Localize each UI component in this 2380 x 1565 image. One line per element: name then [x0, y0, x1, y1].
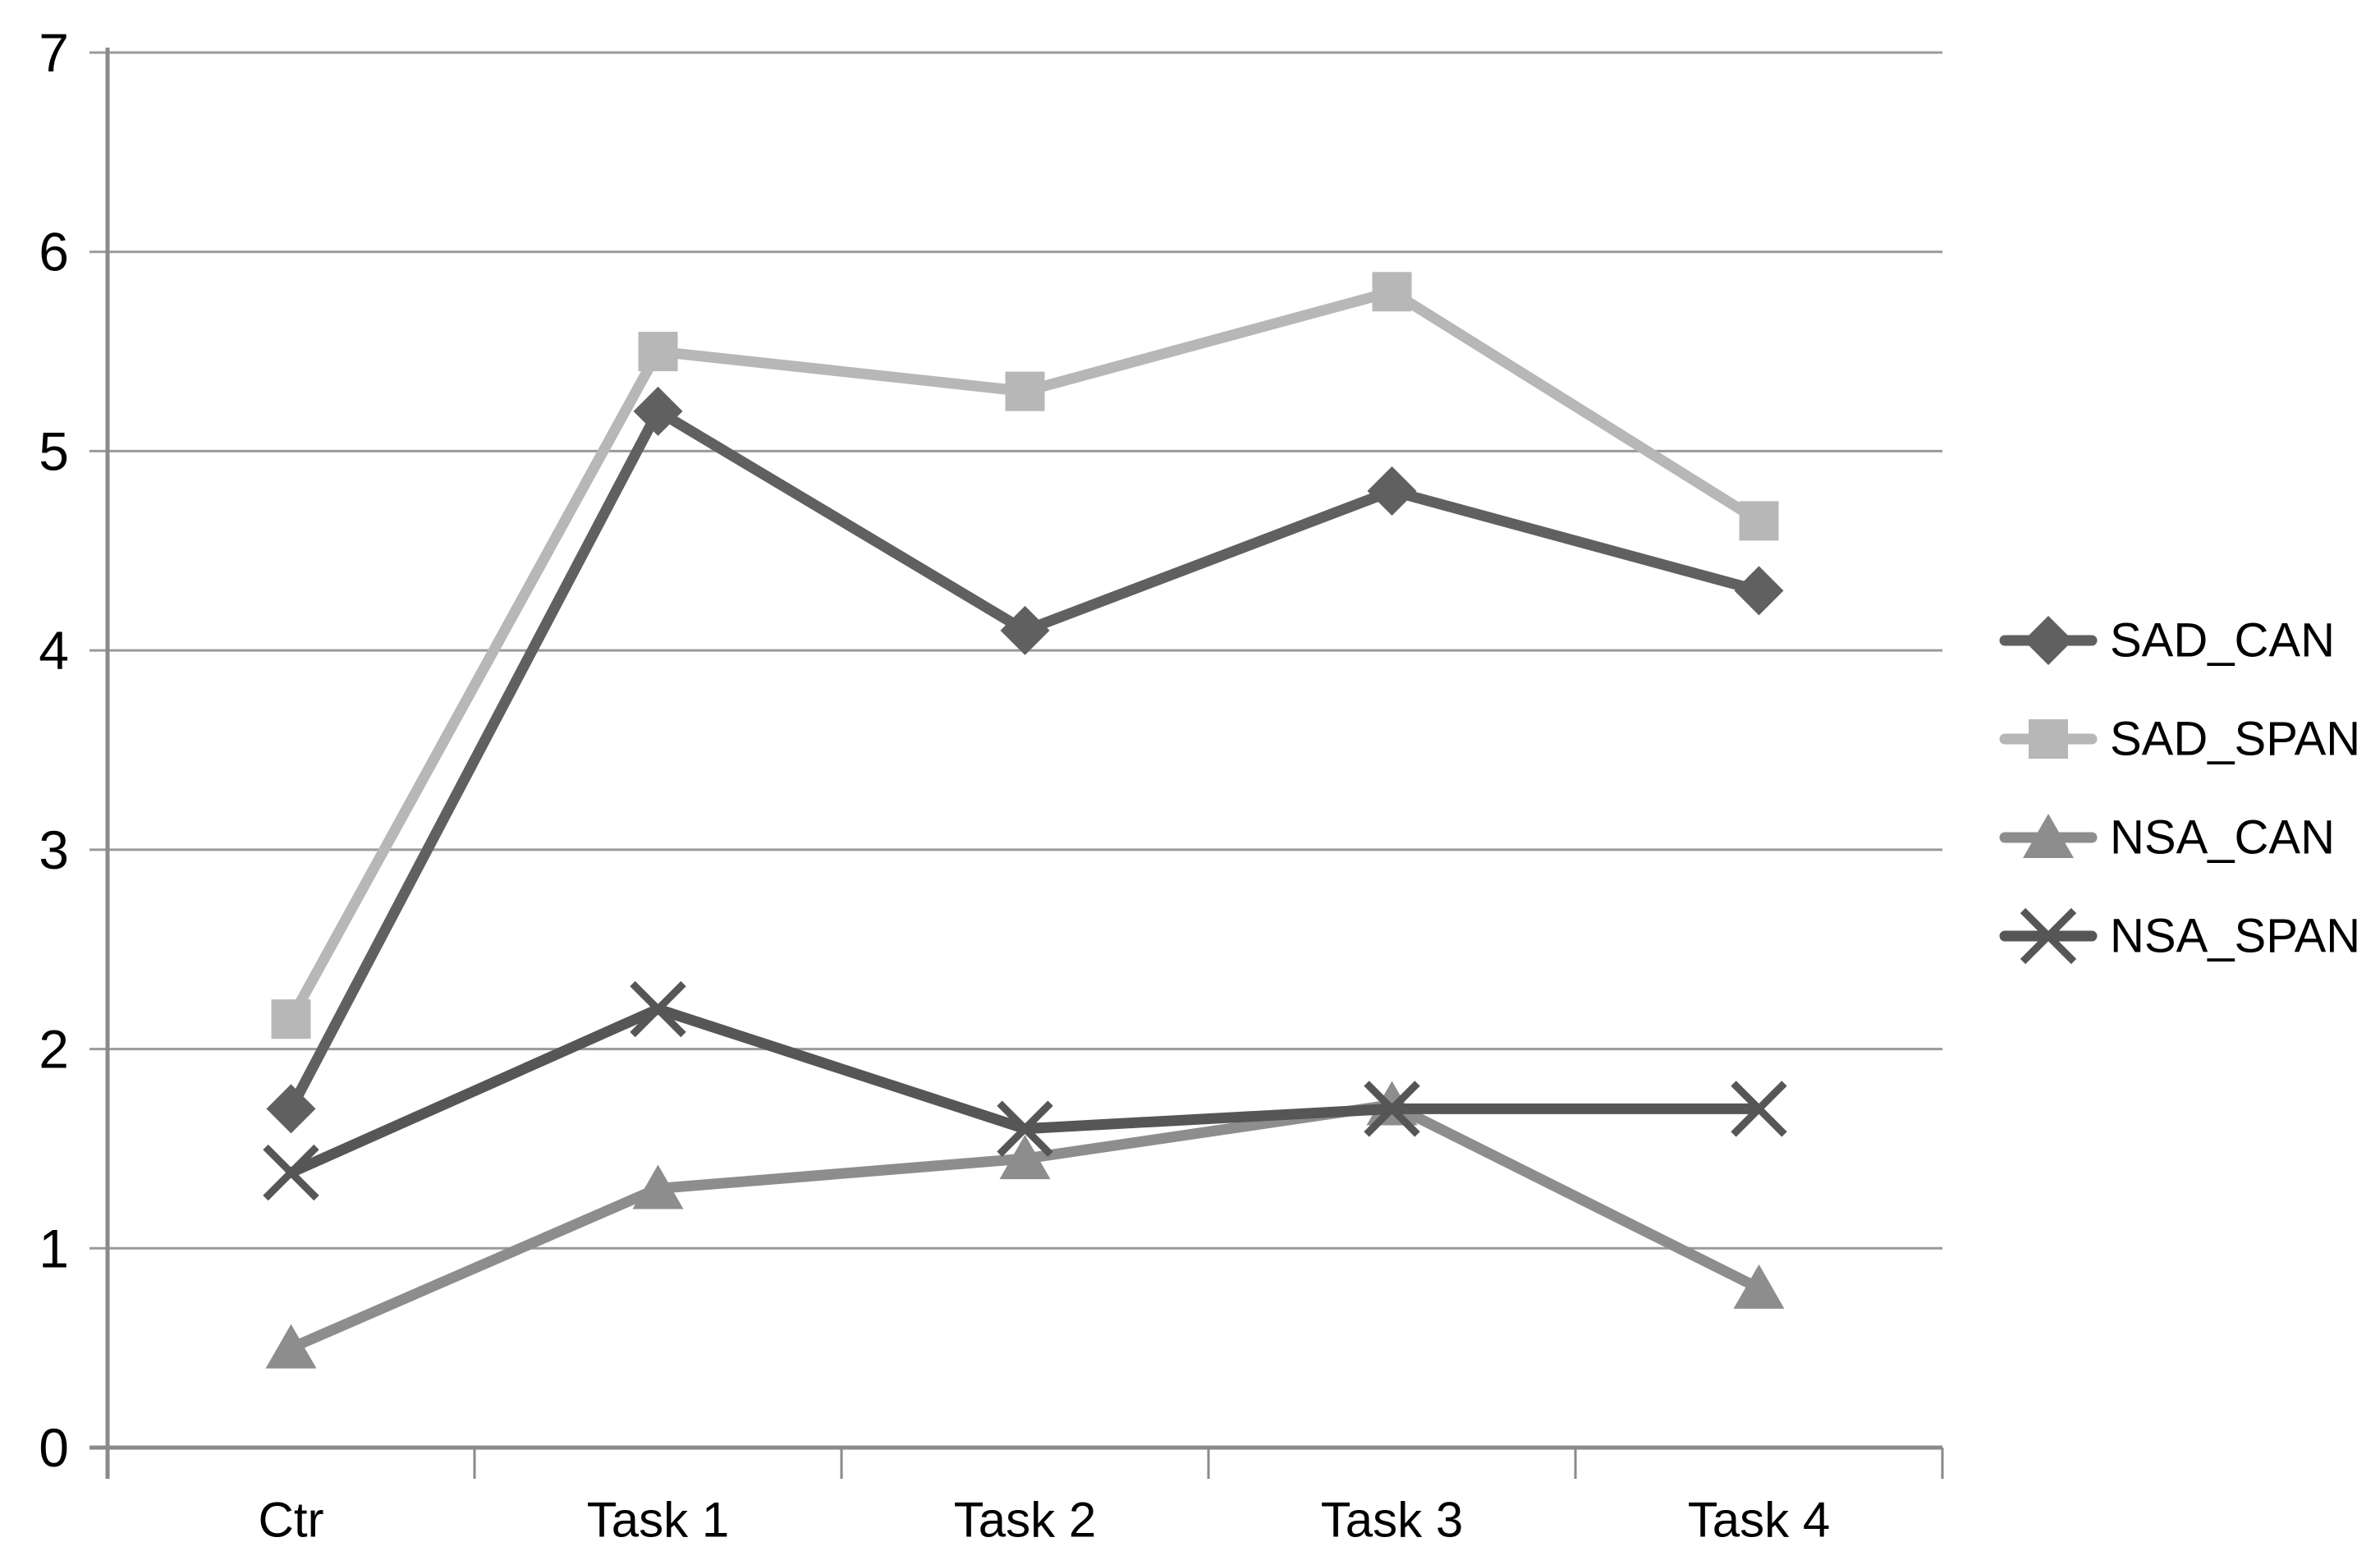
legend-item-nsa-can: NSA_CAN — [1999, 811, 2335, 865]
legend-item-sad-span: SAD_SPAN — [1999, 713, 2360, 766]
x-tick-label-task-1: Task 1 — [587, 1493, 729, 1548]
marker-sad-can-task-3 — [1367, 466, 1417, 516]
marker-nsa-can-task-1 — [632, 1164, 684, 1209]
legend-label-nsa-span: NSA_SPAN — [2110, 910, 2360, 963]
marker-sad-span-task-2 — [1005, 371, 1045, 411]
y-tick-label-2: 2 — [39, 1019, 69, 1080]
marker-sad-span-task-1 — [638, 332, 678, 372]
marker-sad-span-task-3 — [1372, 272, 1412, 312]
marker-sad-span-ctr — [271, 999, 311, 1040]
marker-nsa-span-ctr — [263, 1144, 319, 1201]
marker-sad-can-task-4 — [1734, 566, 1784, 616]
marker-nsa-span-task-2 — [997, 1100, 1053, 1157]
gridlines-group — [89, 51, 1942, 1250]
x-tick-label-ctr: Ctr — [259, 1493, 324, 1548]
y-tick-label-5: 5 — [39, 420, 69, 481]
y-tick-label-6: 6 — [39, 222, 69, 282]
series-nsa-span — [263, 980, 1787, 1201]
y-tick-label-0: 0 — [39, 1417, 69, 1478]
marker-sad-can-task-2 — [1000, 605, 1050, 655]
legend-triangle-icon — [2023, 814, 2074, 858]
series-nsa-can — [265, 1081, 1785, 1369]
y-tick-label-4: 4 — [39, 620, 69, 681]
marker-nsa-can-ctr — [265, 1324, 317, 1369]
y-tick-label-7: 7 — [39, 22, 69, 83]
legend-label-sad-can: SAD_CAN — [2110, 614, 2335, 668]
marker-sad-span-task-4 — [1739, 501, 1779, 541]
legend-item-nsa-span: NSA_SPAN — [1999, 907, 2360, 965]
x-tick-label-task-2: Task 2 — [954, 1493, 1096, 1548]
marker-nsa-can-task-2 — [999, 1135, 1051, 1180]
legend-diamond-icon — [2024, 616, 2073, 665]
legend-label-sad-span: SAD_SPAN — [2110, 713, 2360, 766]
legend-item-sad-can: SAD_CAN — [1999, 614, 2335, 668]
series-group — [263, 272, 1787, 1369]
axis-labels-group: 0 1 2 3 4 5 6 7 Ctr Task 1 Task 2 Task 3 Task 4 — [39, 22, 1830, 1548]
marker-nsa-span-task-3 — [1364, 1081, 1420, 1137]
legend-square-icon — [2029, 719, 2068, 759]
legend-label-nsa-can: NSA_CAN — [2110, 811, 2335, 865]
marker-nsa-can-task-4 — [1733, 1264, 1785, 1309]
series-sad-span — [271, 272, 1779, 1040]
y-tick-label-1: 1 — [39, 1218, 69, 1278]
series-sad-can — [266, 386, 1784, 1134]
marker-sad-can-task-1 — [633, 386, 683, 436]
series-line-sad-can — [286, 406, 1764, 1114]
legend: SAD_CAN SAD_SPAN NSA_CAN NSA_SPAN — [1999, 614, 2360, 965]
x-tick-label-task-4: Task 4 — [1688, 1493, 1830, 1548]
x-tick-label-task-3: Task 3 — [1321, 1493, 1463, 1548]
y-tick-label-3: 3 — [39, 819, 69, 880]
marker-nsa-span-task-1 — [630, 980, 686, 1038]
axes-group — [89, 48, 1944, 1479]
marker-sad-can-ctr — [266, 1084, 316, 1134]
marker-nsa-span-task-4 — [1731, 1081, 1787, 1137]
legend-x-icon — [2020, 907, 2077, 965]
